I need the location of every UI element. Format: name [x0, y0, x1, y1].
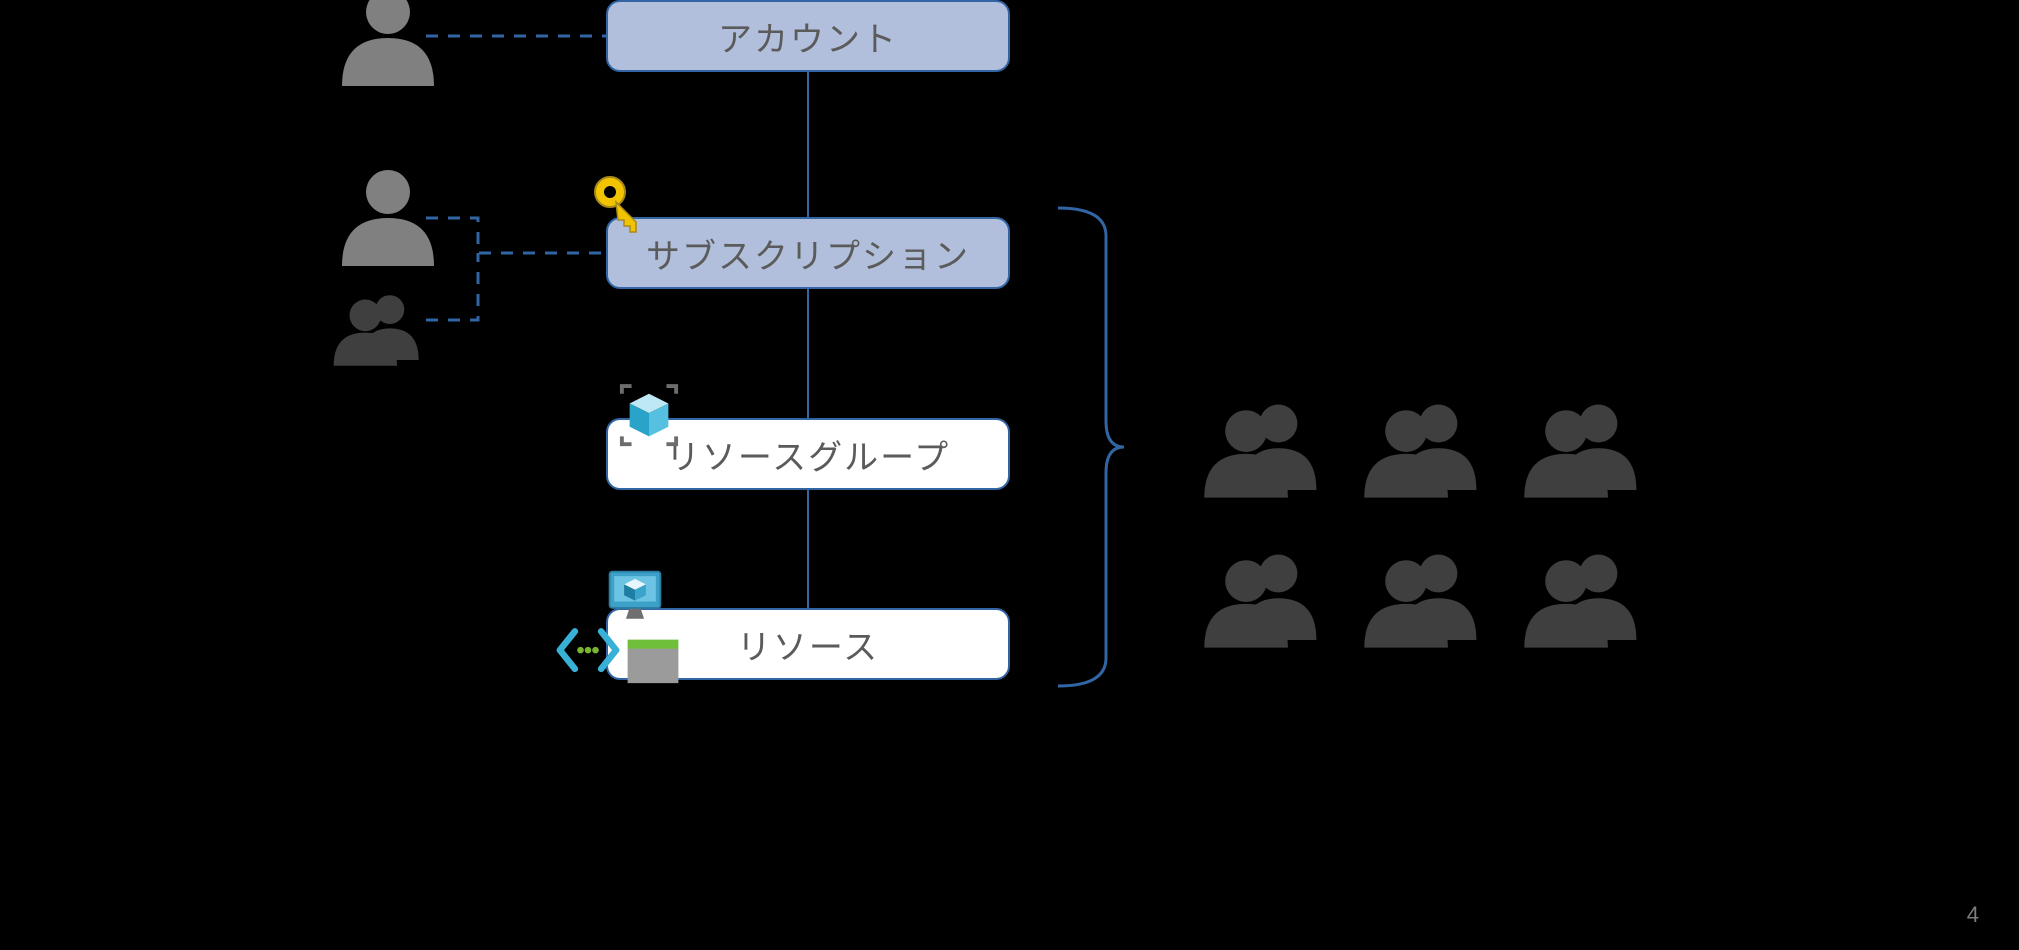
audience-pair-5-icon	[1524, 555, 1636, 648]
vm-icon	[610, 572, 661, 619]
storage-icon	[628, 640, 679, 684]
key-icon	[595, 177, 636, 232]
cube-icon	[622, 386, 676, 444]
code-icon	[560, 631, 616, 669]
person-co-admins-icon	[334, 295, 419, 366]
diagram-canvas: アカウントサブスクリプションリソースグループリソース 4	[0, 0, 2019, 950]
audience-pair-1-icon	[1364, 405, 1476, 498]
audience-pair-3-icon	[1204, 555, 1316, 648]
icons-layer	[0, 0, 2019, 950]
audience-pair-4-icon	[1364, 555, 1476, 648]
audience-pair-2-icon	[1524, 405, 1636, 498]
audience-pair-0-icon	[1204, 405, 1316, 498]
person-sub-admin-icon	[342, 170, 434, 266]
person-admin-icon	[342, 0, 434, 86]
page-number: 4	[1967, 902, 1979, 928]
